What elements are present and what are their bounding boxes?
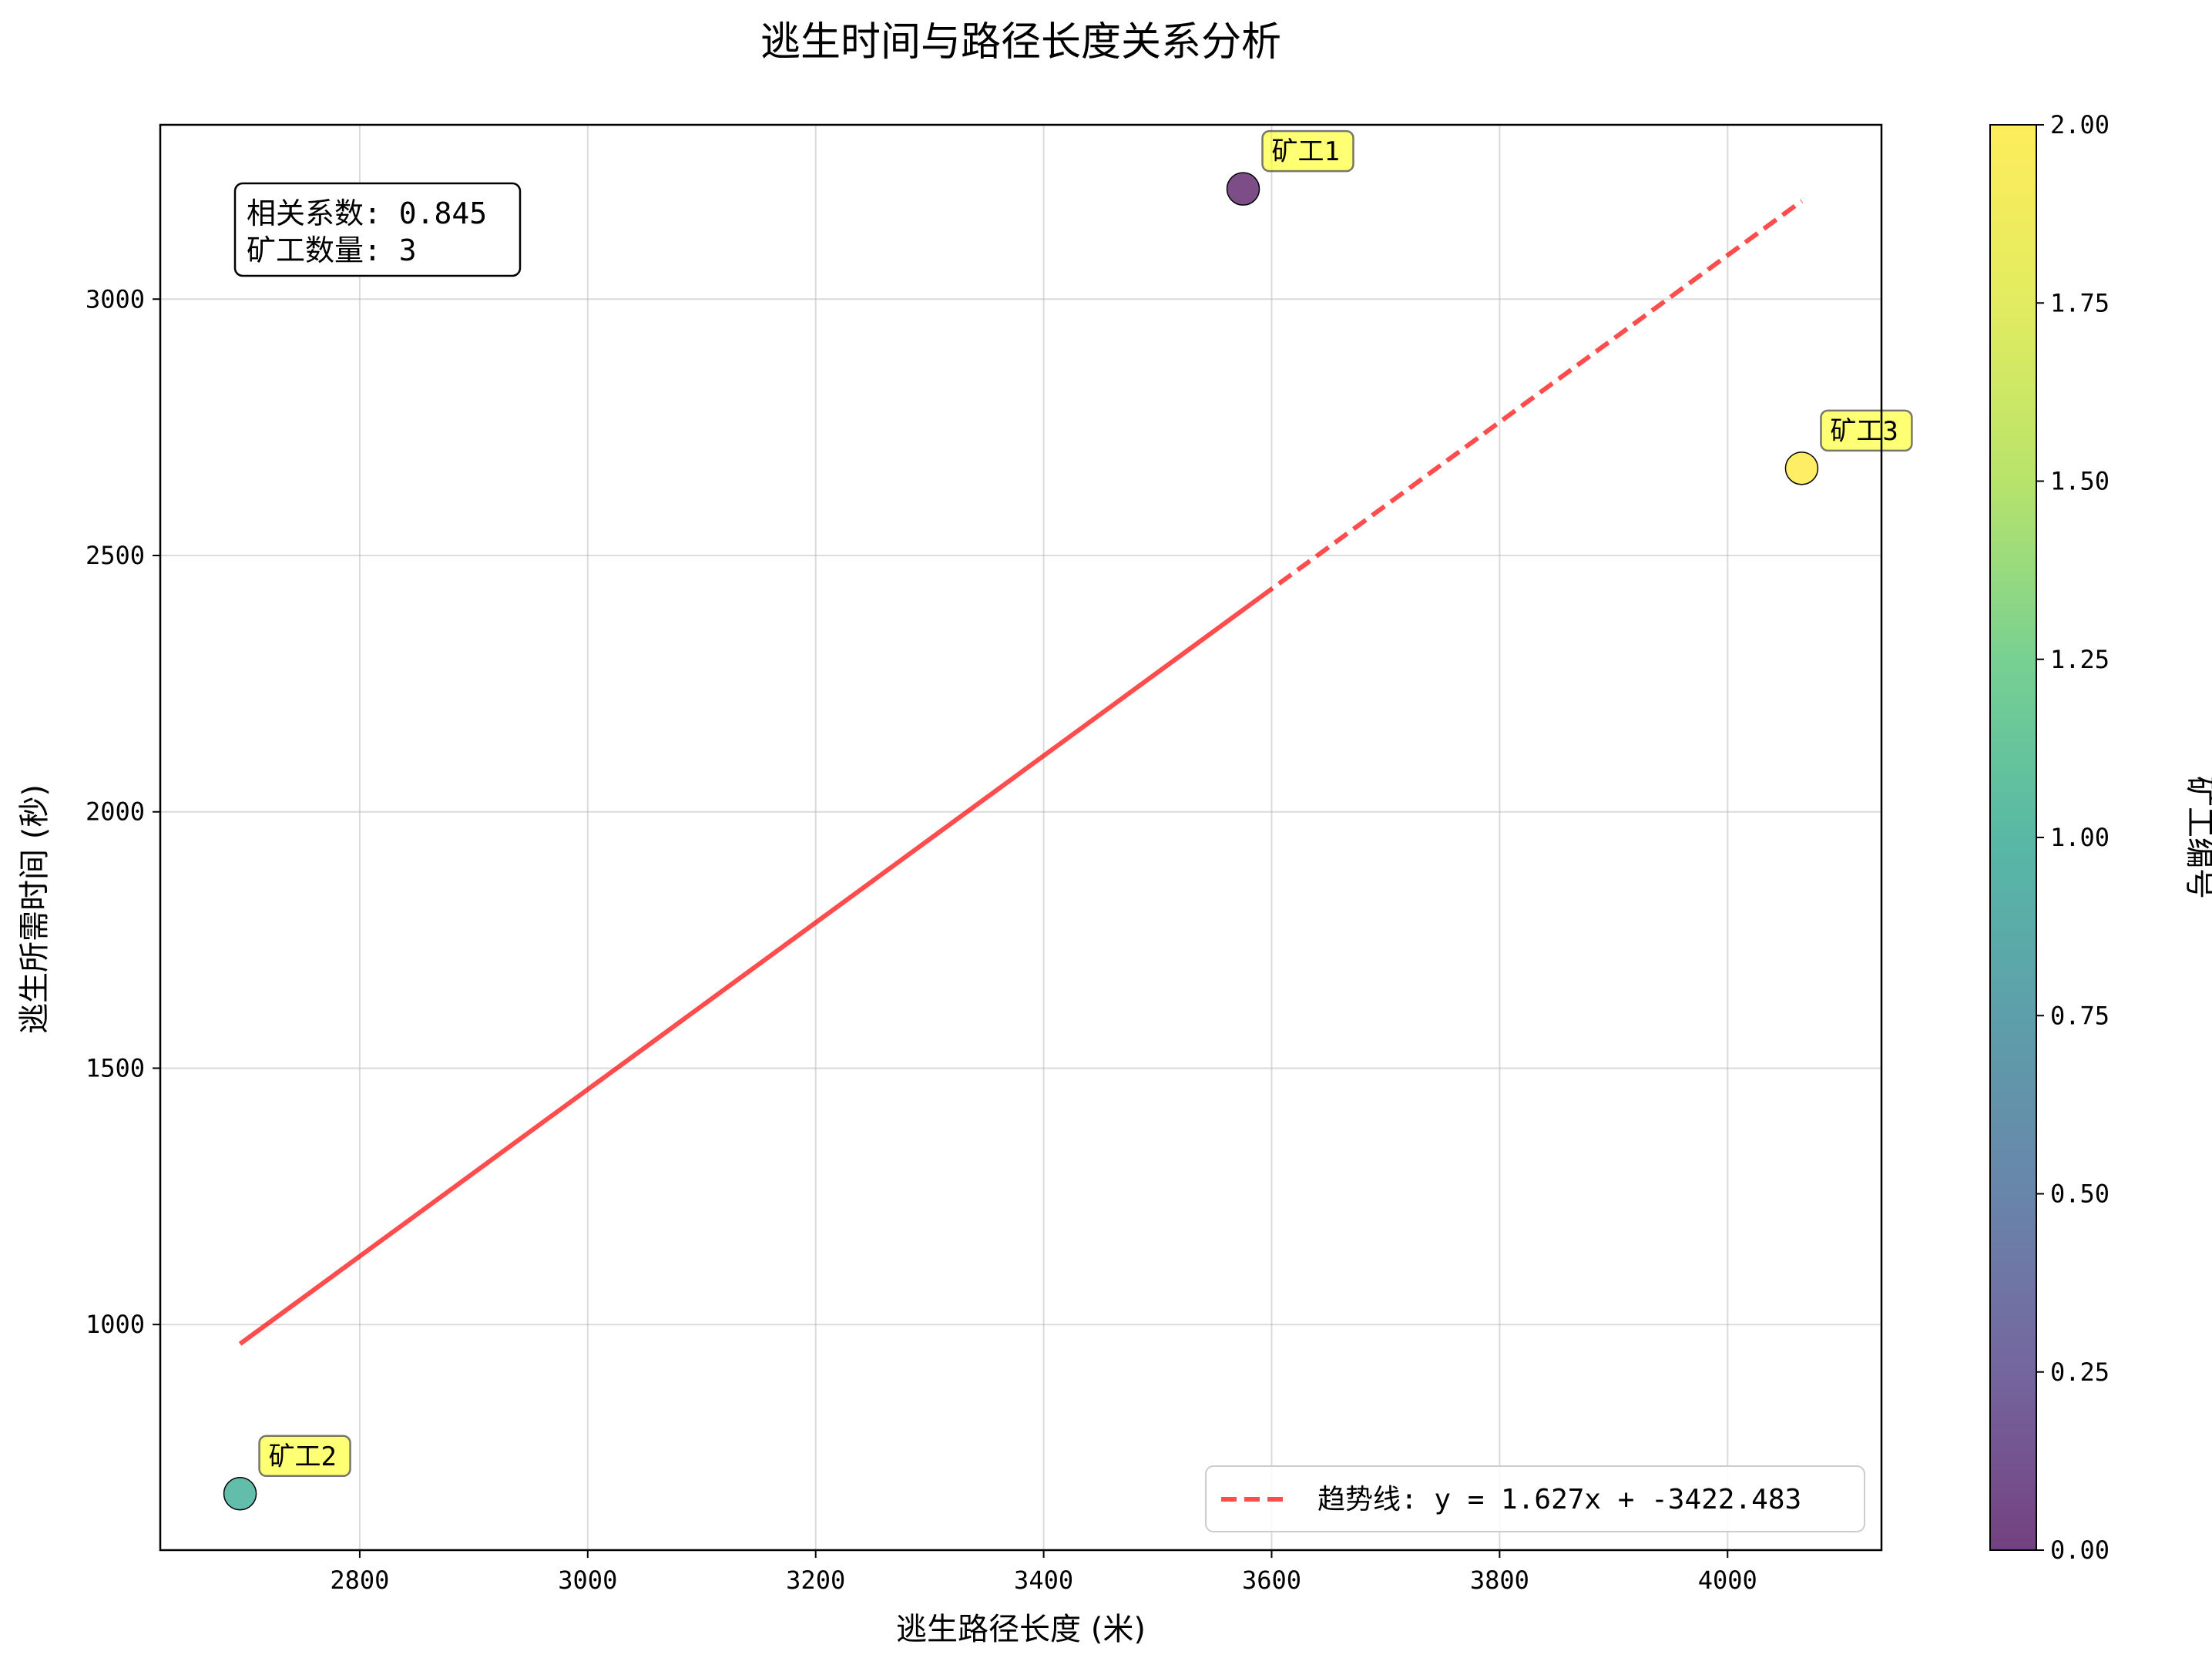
x-tick-label: 4000	[1698, 1566, 1757, 1595]
colorbar-tick-label: 0.75	[2050, 1001, 2110, 1030]
x-tick-label: 3000	[558, 1566, 617, 1595]
colorbar-tick-label: 0.00	[2050, 1535, 2110, 1565]
plot-frame	[159, 123, 1883, 1552]
point-annotation-box	[1261, 129, 1354, 173]
point-annotation-box	[258, 1435, 351, 1478]
colorbar-tick-label: 1.75	[2050, 288, 2110, 317]
y-tick-label: 1000	[86, 1310, 145, 1339]
miner-count-text: 矿工数量: 3	[247, 233, 417, 267]
info-box: 相关系数: 0.845 矿工数量: 3	[233, 182, 522, 277]
legend-frame	[1205, 1465, 1865, 1532]
colorbar-tick-label: 1.00	[2050, 823, 2110, 852]
y-tick-label: 2500	[86, 541, 145, 570]
points-layer	[223, 172, 1819, 1511]
y-tick-label: 3000	[86, 284, 145, 314]
grid-lines	[160, 125, 1881, 1550]
trendline-layer	[238, 199, 1804, 1346]
point-annotation-label: 矿工1	[1271, 136, 1339, 167]
legend: 趋势线: y = 1.627x + -3422.483	[1205, 1465, 1865, 1532]
colorbar-tick-label: 0.25	[2050, 1358, 2110, 1387]
x-axis-label: 逃生路径长度 (米)	[896, 1612, 1146, 1647]
data-point	[1784, 451, 1819, 485]
x-tick-label: 2800	[330, 1566, 389, 1595]
data-point	[223, 1477, 257, 1511]
data-point	[1226, 172, 1260, 206]
x-tick-label: 3600	[1242, 1566, 1301, 1595]
point-annotation-label: 矿工3	[1830, 416, 1898, 447]
y-tick-label: 1500	[86, 1053, 145, 1082]
x-tick-label: 3200	[786, 1566, 845, 1595]
colorbar-ticks: 0.00 0.25 0.50 0.75 1.00 1.25 1.50 1.75 2.00	[2036, 110, 2110, 1565]
colorbar-gradient	[1989, 124, 2037, 1551]
point-annotation-box	[1820, 409, 1913, 452]
x-tick-label: 3400	[1014, 1566, 1073, 1595]
colorbar-tick-label: 2.00	[2050, 110, 2110, 139]
colorbar-tick-label: 1.50	[2050, 467, 2110, 496]
chart-title: 逃生时间与路径长度关系分析	[760, 19, 1281, 65]
legend-trendline-label: 趋势线: y = 1.627x + -3422.483	[1317, 1484, 1801, 1515]
y-axis-label: 逃生所需时间 (秒)	[17, 784, 52, 1034]
colorbar: 0.00 0.25 0.50 0.75 1.00 1.25 1.50 1.75 2.00 矿工编…	[1989, 110, 2212, 1565]
colorbar-label: 矿工编号	[2182, 776, 2212, 899]
correlation-text: 相关系数: 0.845	[247, 196, 487, 230]
x-tick-label: 3800	[1470, 1566, 1529, 1595]
point-annotation-label: 矿工2	[269, 1441, 337, 1472]
y-axis-ticks: 1000 1500 2000 2500 3000	[86, 284, 160, 1339]
colorbar-tick-label: 0.50	[2050, 1180, 2110, 1209]
annotations-layer: 矿工1 矿工2 矿工3	[258, 129, 1913, 1478]
y-tick-label: 2000	[86, 797, 145, 827]
trendline-solid	[238, 595, 1262, 1346]
trendline-dashed	[1258, 199, 1804, 599]
info-box-frame	[233, 182, 522, 277]
colorbar-tick-label: 1.25	[2050, 645, 2110, 674]
x-axis-ticks: 2800 3000 3200 3400 3600 3800 4000	[330, 1550, 1757, 1595]
